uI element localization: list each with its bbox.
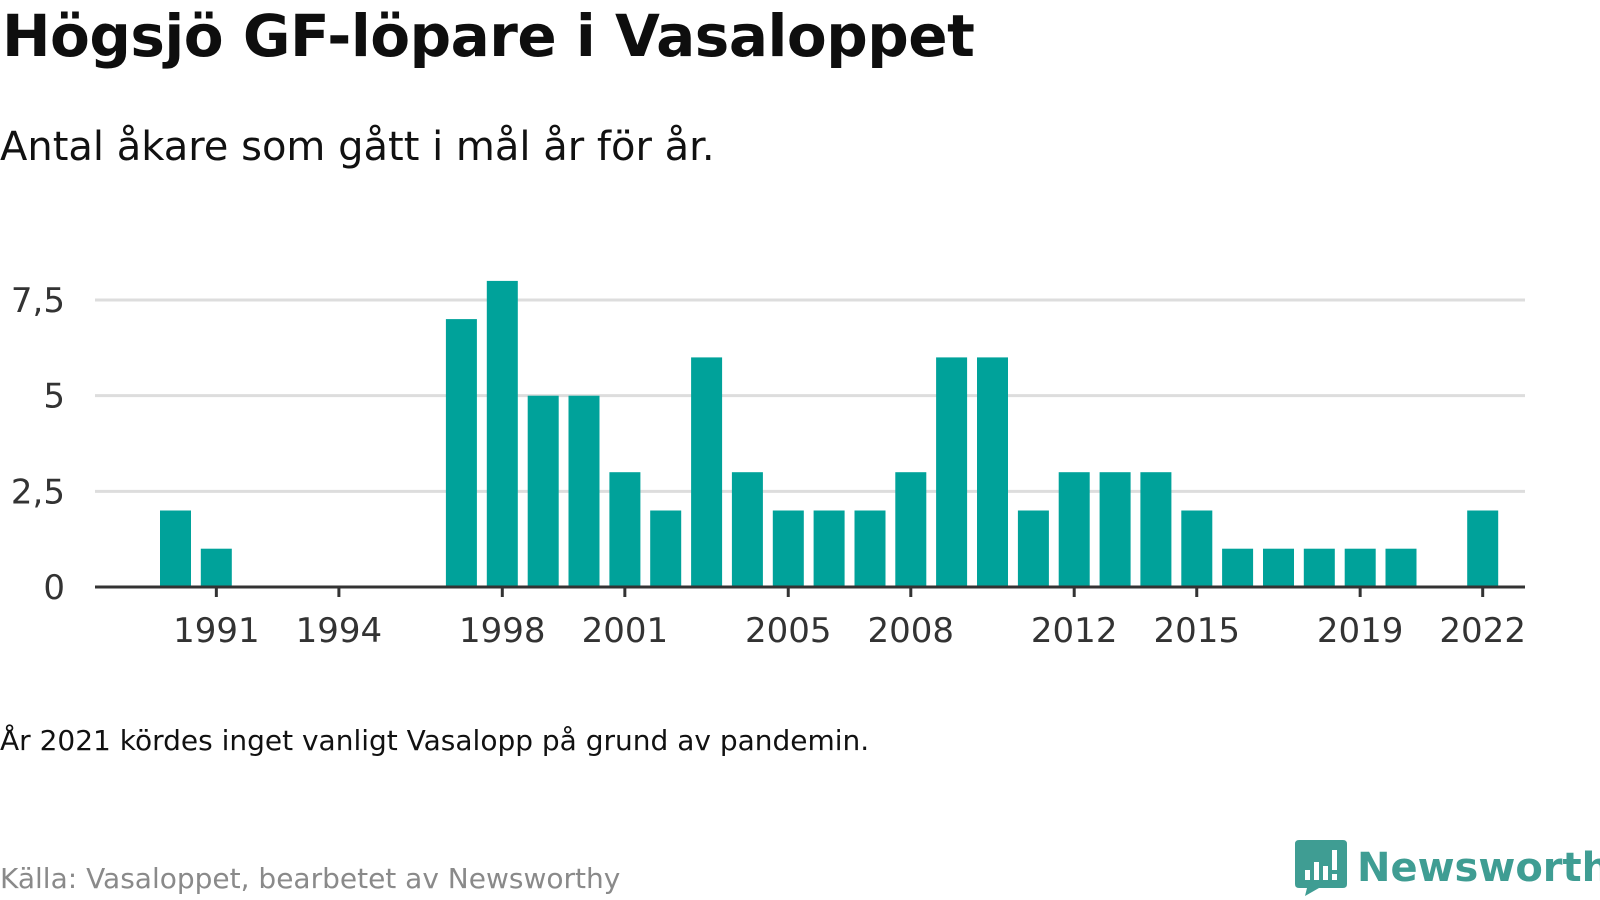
bar-2017 — [1263, 548, 1294, 587]
bars — [160, 280, 1499, 587]
x-tick-label: 2019 — [1317, 611, 1404, 651]
y-tick-label: 5 — [43, 377, 65, 417]
bar-1991 — [200, 548, 232, 587]
bar-2016 — [1222, 548, 1254, 587]
bar-2011 — [1017, 510, 1049, 587]
bar-2006 — [813, 510, 845, 587]
bar-2008 — [895, 472, 927, 587]
bar-2015 — [1181, 510, 1213, 587]
y-tick-label: 0 — [43, 568, 65, 608]
bar-chart: 0 2,5 5 7,5 1991 1994 1998 2001 2005 2008 2012 201… — [11, 280, 1526, 651]
bar-2020 — [1385, 548, 1417, 587]
x-tick-label: 1994 — [296, 611, 383, 651]
bar-2013 — [1099, 472, 1131, 587]
bar-2012 — [1058, 472, 1090, 587]
y-tick-label: 2,5 — [11, 472, 65, 512]
bar-2010 — [977, 357, 1008, 587]
x-tick-label: 2015 — [1153, 611, 1240, 651]
x-tick-label: 2005 — [745, 611, 832, 651]
source-credit: Källa: Vasaloppet, bearbetet av Newswort… — [0, 862, 621, 895]
bar-1997 — [445, 319, 477, 587]
bar-2009 — [936, 357, 968, 587]
x-tick-label: 2022 — [1439, 611, 1526, 651]
bar-2004 — [731, 472, 763, 587]
x-tick-label: 2012 — [1031, 611, 1118, 651]
bar-2007 — [854, 510, 886, 587]
bar-2014 — [1140, 472, 1172, 587]
x-tick-label: 2001 — [582, 611, 669, 651]
bar-2005 — [772, 510, 804, 587]
bar-1990 — [160, 510, 191, 587]
x-tick-labels: 1991 1994 1998 2001 2005 2008 2012 2015 2019 2022 — [173, 611, 1526, 651]
newsworthy-logo-icon — [1295, 840, 1347, 896]
bar-1999 — [527, 395, 559, 587]
bar-2019 — [1344, 548, 1376, 587]
bar-2000 — [568, 395, 600, 587]
x-tick-label: 1991 — [173, 611, 260, 651]
y-tick-label: 7,5 — [11, 281, 65, 321]
x-tick-label: 2008 — [868, 611, 955, 651]
bar-2002 — [650, 510, 682, 587]
chart-note: År 2021 kördes inget vanligt Vasalopp på… — [0, 724, 870, 757]
newsworthy-logo[interactable]: Newsworthy — [1295, 840, 1600, 896]
bar-1998 — [486, 280, 518, 587]
grid-lines — [95, 298, 1525, 493]
x-tick-label: 1998 — [459, 611, 546, 651]
bar-2001 — [609, 472, 641, 587]
y-tick-labels: 0 2,5 5 7,5 — [11, 281, 65, 608]
chart-subtitle: Antal åkare som gått i mål år för år. — [0, 124, 715, 170]
newsworthy-brand-name: Newsworthy — [1357, 845, 1600, 891]
bar-2018 — [1303, 548, 1335, 587]
x-axis — [95, 585, 1525, 597]
bar-2003 — [691, 357, 723, 587]
bar-2022 — [1467, 510, 1499, 587]
chart-title: Högsjö GF-löpare i Vasaloppet — [2, 2, 975, 70]
